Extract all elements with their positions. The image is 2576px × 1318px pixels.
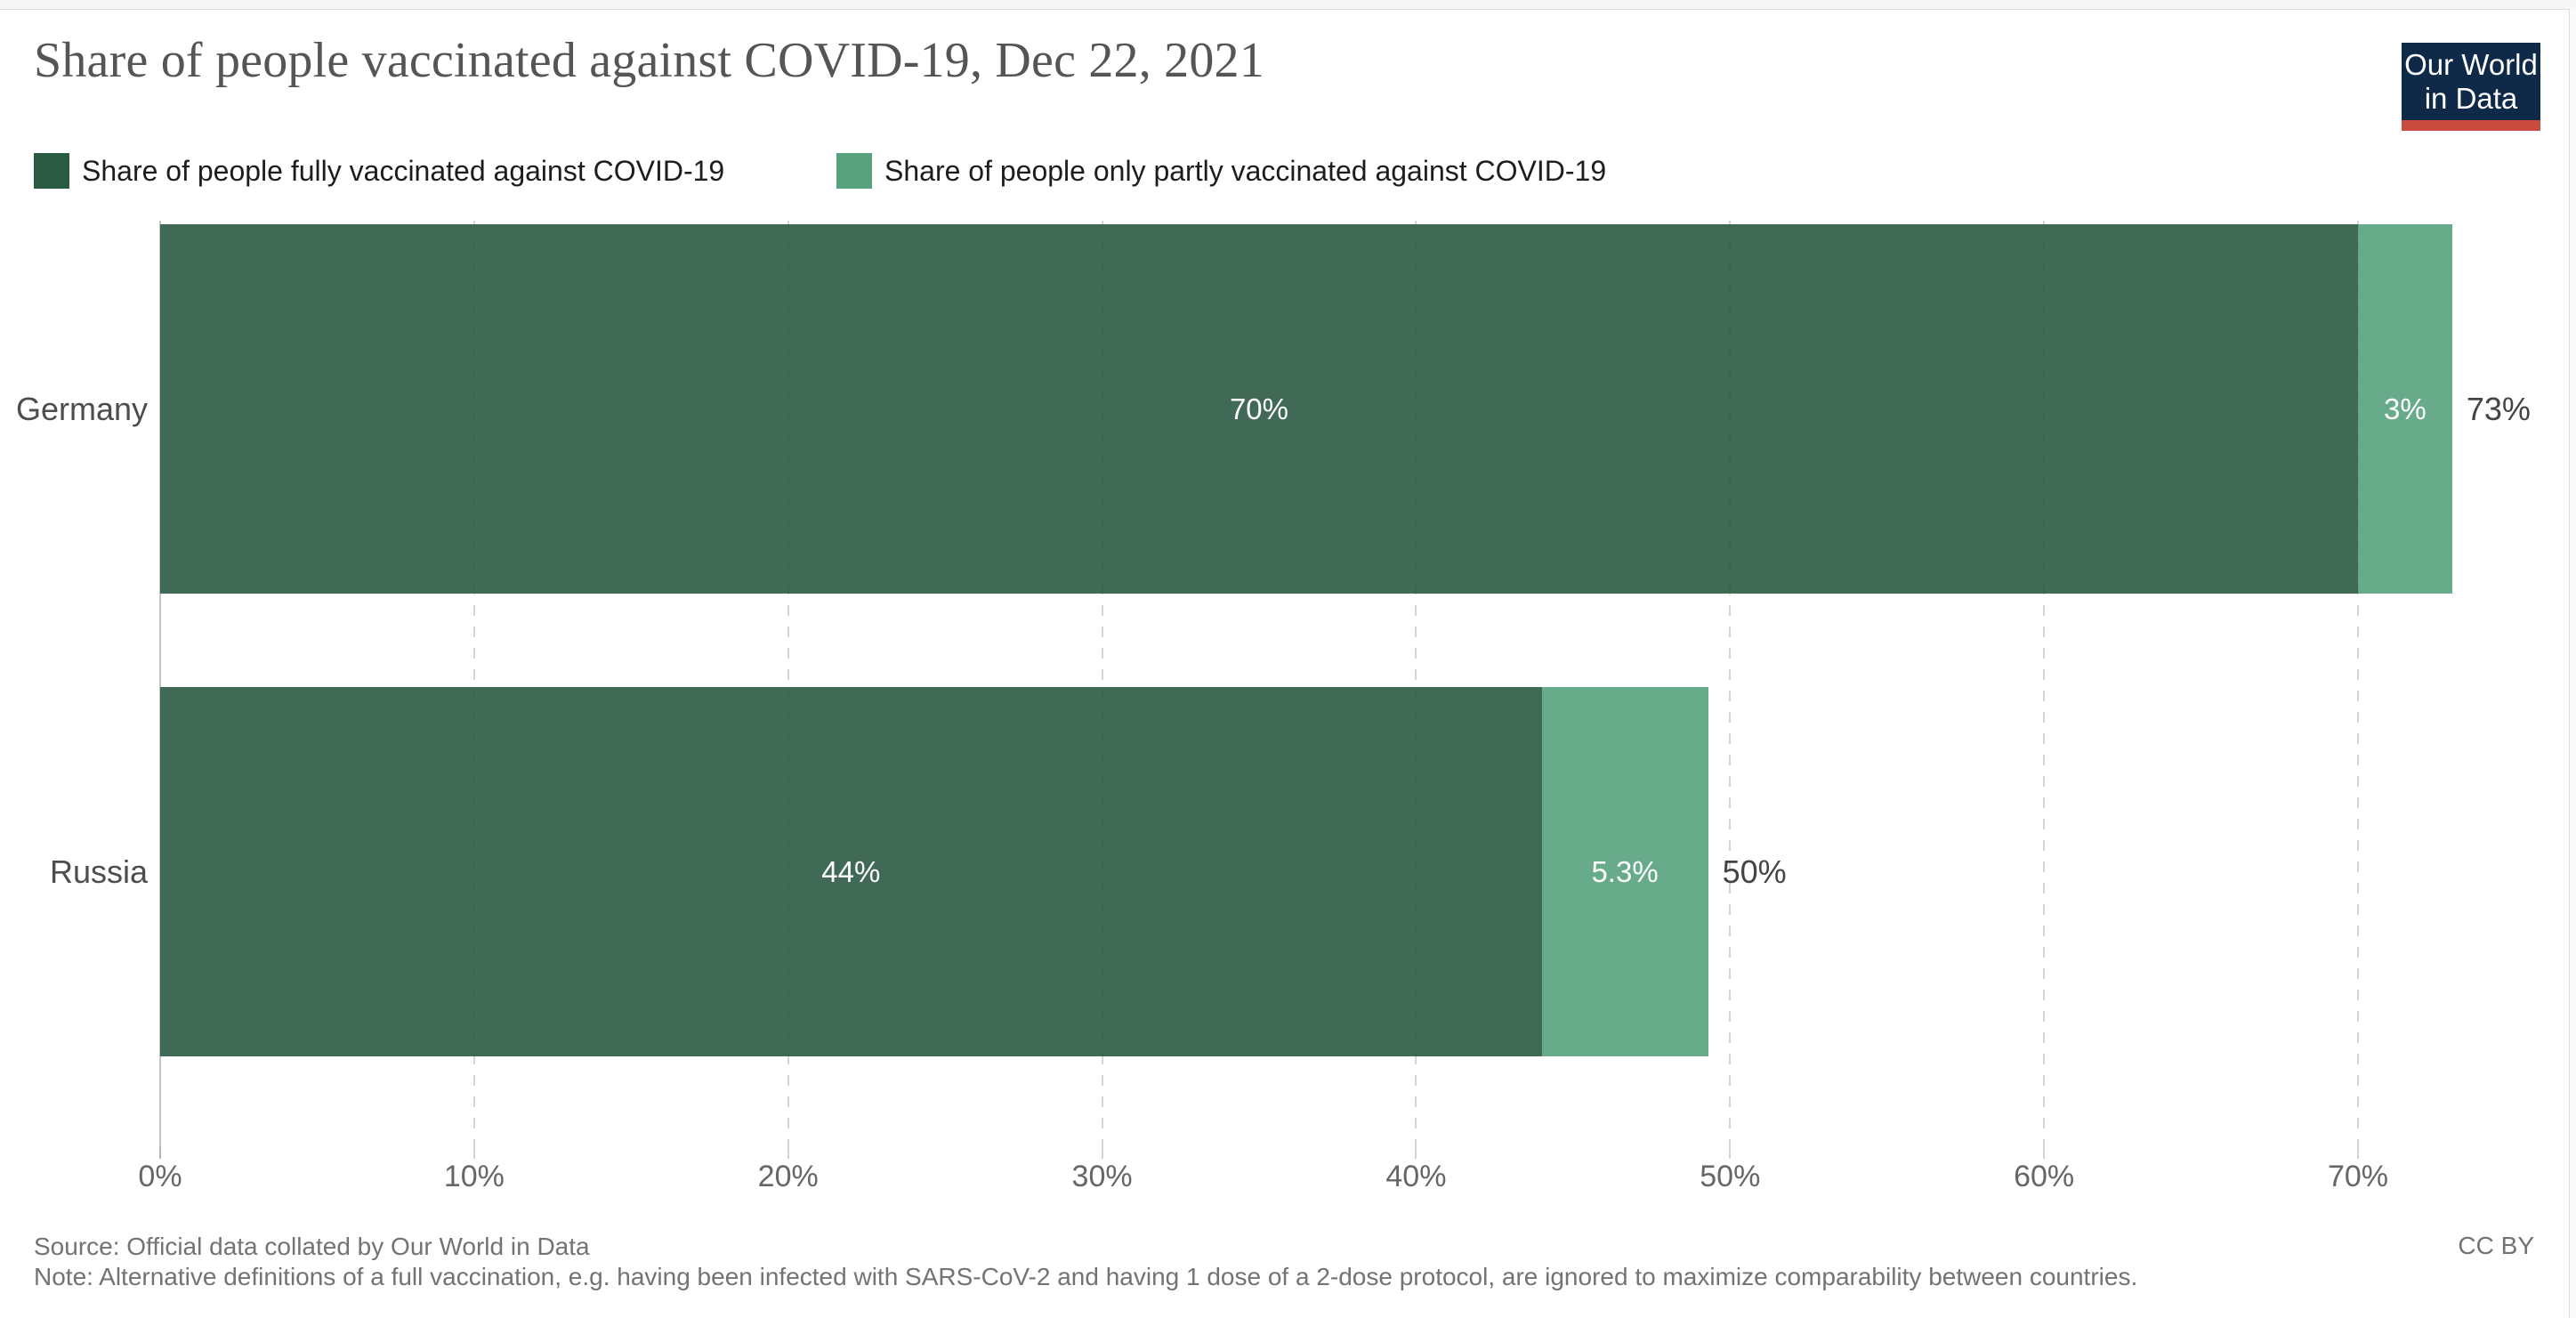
x-axis-tick-label: 40% <box>1385 1160 1447 1193</box>
source-text: Source: Official data collated by Our Wo… <box>34 1233 590 1260</box>
gridline <box>2356 221 2359 1146</box>
x-axis-tick-label: 30% <box>1071 1160 1133 1193</box>
axis-tick <box>2043 1146 2046 1159</box>
x-axis-tick-label: 20% <box>757 1160 819 1193</box>
gridline <box>1729 221 1732 1146</box>
country-label: Germany <box>15 390 148 427</box>
gridline <box>472 221 475 1146</box>
axis-tick <box>159 1146 161 1159</box>
country-label: Russia <box>49 853 148 890</box>
chart-footer: Source: Official data collated by Our Wo… <box>34 1232 2543 1292</box>
gridline <box>1101 221 1103 1146</box>
x-axis-tick-label: 10% <box>443 1160 505 1193</box>
x-axis-tick-label: 60% <box>2014 1160 2075 1193</box>
license-link[interactable]: CC BY <box>2458 1232 2534 1259</box>
axis-tick <box>1101 1146 1103 1159</box>
axis-tick <box>2356 1146 2359 1159</box>
bar-row-germany: Germany 70% 3% 73% <box>0 224 2576 594</box>
bar-segment-partly[interactable] <box>1541 687 1708 1056</box>
x-axis-tick-label: 70% <box>2327 1160 2389 1193</box>
axis-tick <box>1729 1146 1732 1159</box>
bar-total-label: 73% <box>2466 390 2531 427</box>
bar-row-russia: Russia 44% 5.3% 50% <box>0 687 2576 1056</box>
page-title: Share of people vaccinated against COVID… <box>34 33 1264 88</box>
axis-tick <box>472 1146 475 1159</box>
legend-item-fully-vaccinated[interactable]: Share of people fully vaccinated against… <box>34 153 724 189</box>
top-edge-strip <box>0 0 2576 10</box>
chart-legend: Share of people fully vaccinated against… <box>34 153 2525 194</box>
legend-label: Share of people fully vaccinated against… <box>82 154 725 187</box>
gridline <box>787 221 789 1146</box>
gridline <box>1415 221 1417 1146</box>
scrollbar-track[interactable] <box>2569 9 2576 1318</box>
legend-swatch-light-green <box>836 153 872 189</box>
x-axis-tick-label: 0% <box>138 1160 182 1193</box>
axis-tick <box>787 1146 789 1159</box>
bar-total-label: 50% <box>1722 853 1787 890</box>
bar-segment-fully[interactable] <box>160 687 1542 1056</box>
owid-logo[interactable]: Our World in Data <box>2402 43 2540 131</box>
y-axis-line <box>159 221 161 1146</box>
gridline <box>2043 221 2046 1146</box>
note-text: Note: Alternative definitions of a full … <box>34 1263 2138 1290</box>
legend-swatch-dark-green <box>34 153 69 189</box>
bar-segment-fully[interactable] <box>160 224 2358 594</box>
x-axis-tick-label: 50% <box>1700 1160 1761 1193</box>
axis-tick <box>1415 1146 1417 1159</box>
legend-item-partly-vaccinated[interactable]: Share of people only partly vaccinated a… <box>836 153 1606 189</box>
bar-segment-partly[interactable] <box>2357 224 2452 594</box>
owid-logo-line2: in Data <box>2424 82 2518 115</box>
owid-logo-line1: Our World <box>2404 48 2538 81</box>
legend-label: Share of people only partly vaccinated a… <box>884 154 1607 187</box>
